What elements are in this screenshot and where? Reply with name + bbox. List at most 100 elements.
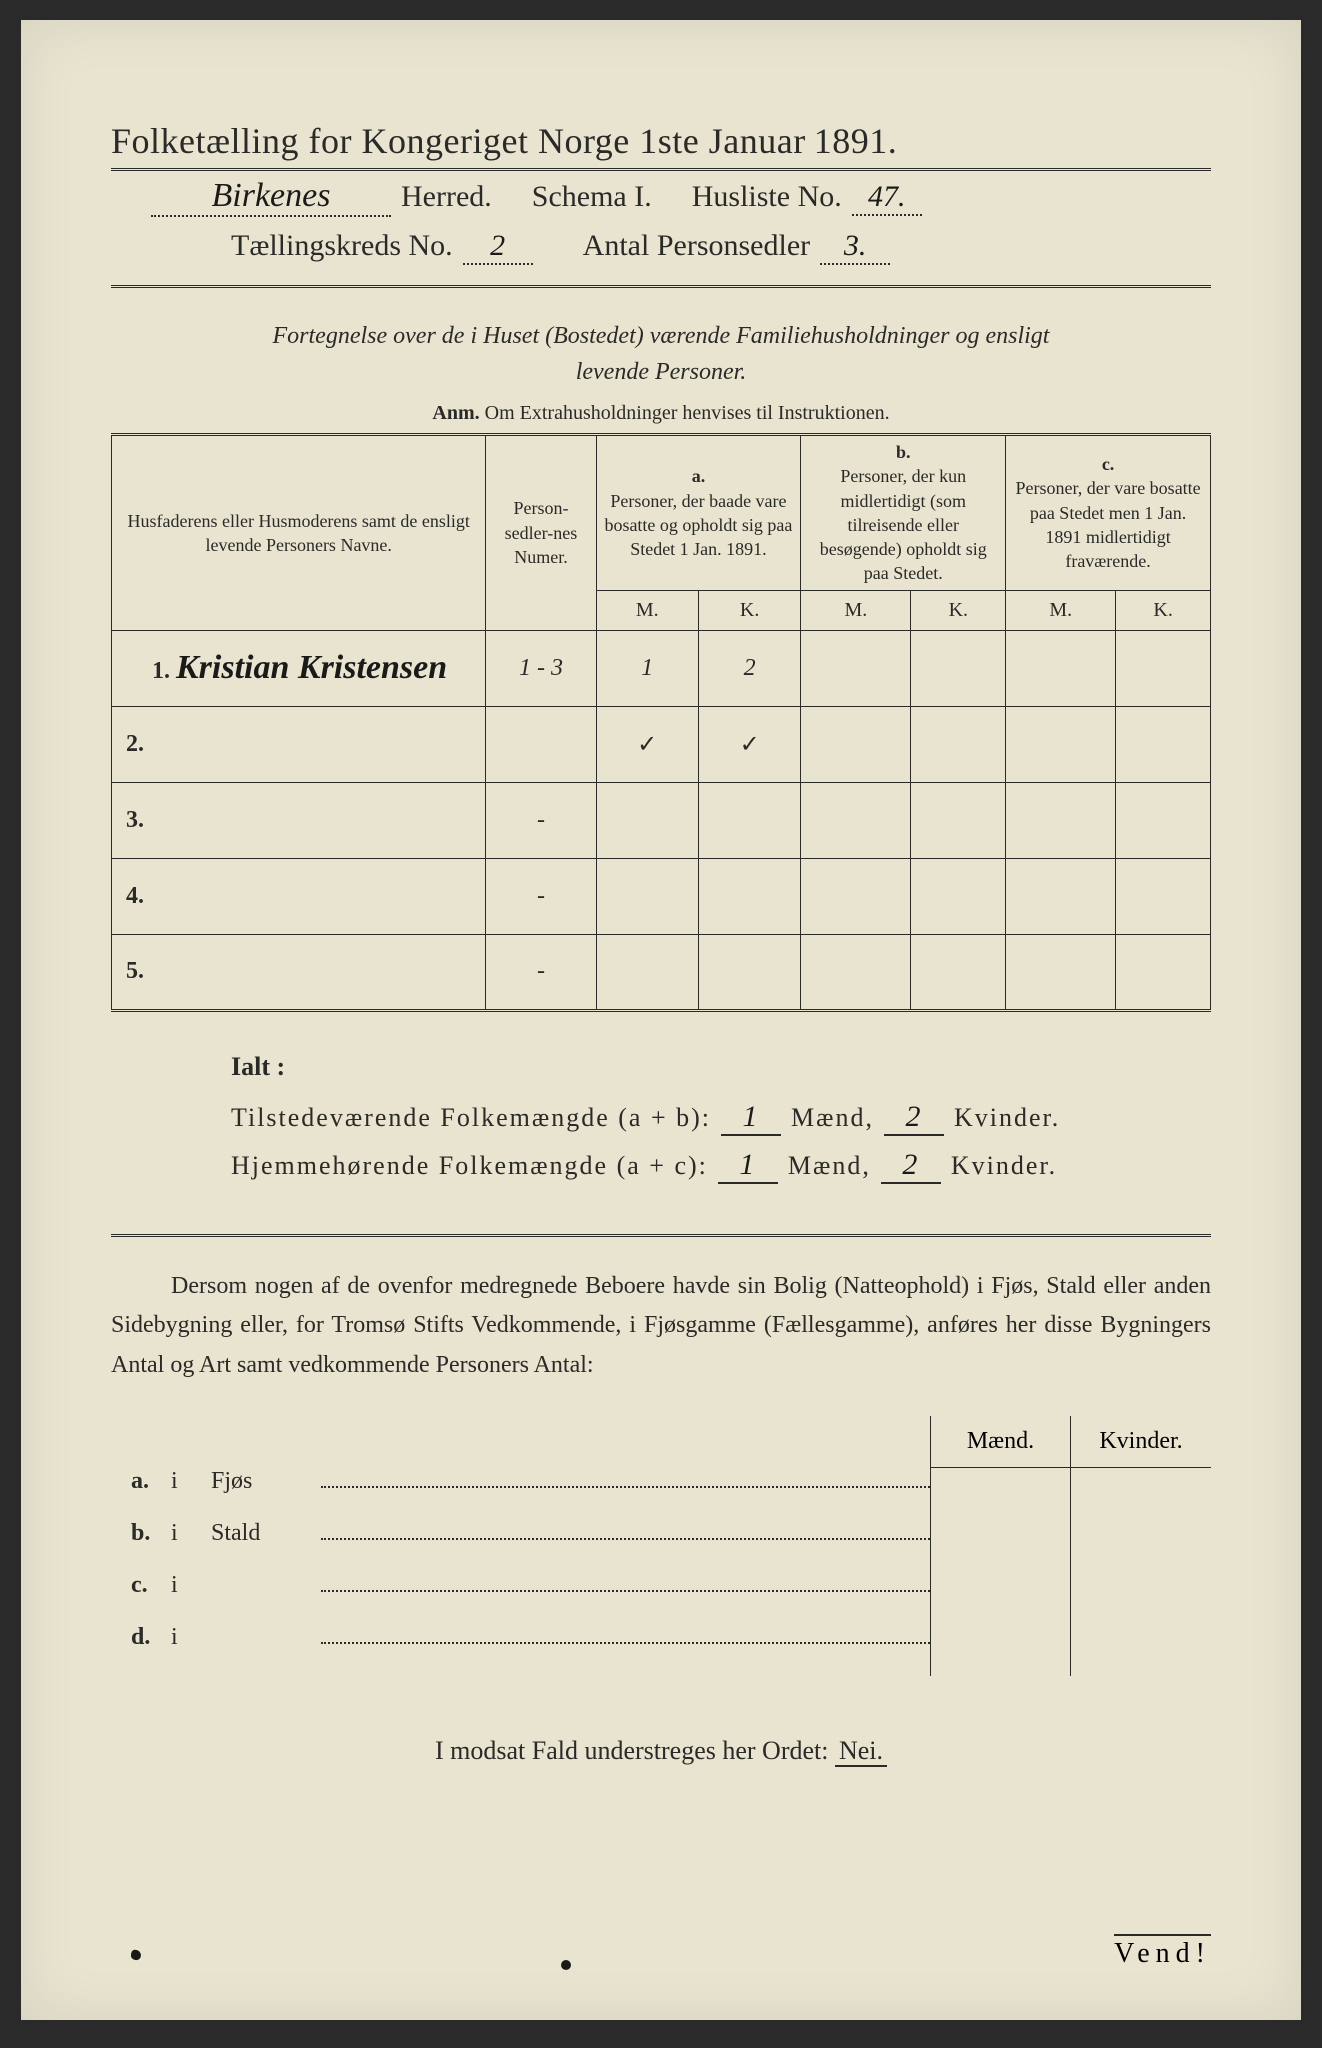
antal-label: Antal Personsedler <box>583 229 810 263</box>
paragraph: Dersom nogen af de ovenfor medregnede Be… <box>111 1267 1211 1386</box>
tot-row2-label: Hjemmehørende Folkemængde (a + c): <box>231 1151 708 1181</box>
cell-am <box>596 858 698 934</box>
col-b-text: Personer, der kun midlertidigt (som tilr… <box>807 464 999 585</box>
title-line-2: Birkenes Herred. Schema I. Husliste No. … <box>111 171 1211 223</box>
cell-ck <box>1116 934 1211 1010</box>
sub-table: a. i Fjøs b. i Stald c. i d. i <box>111 1416 1211 1676</box>
sub-col-kvinder: Kvinder. <box>1071 1416 1211 1676</box>
totals-block: Ialt : Tilstedeværende Folkemængde (a + … <box>111 1052 1211 1184</box>
cell-bk <box>911 858 1006 934</box>
col-a-k: K. <box>698 590 800 630</box>
sub-left: a. i Fjøs b. i Stald c. i d. i <box>111 1416 930 1676</box>
cell-cm <box>1006 630 1116 706</box>
col-c-text: Personer, der vare bosatte paa Stedet me… <box>1012 476 1204 573</box>
sub-lab: d. <box>111 1624 171 1651</box>
table-row: 3. - <box>112 782 1211 858</box>
col-b-label: b. <box>807 440 999 464</box>
sub-cell <box>931 1572 1070 1624</box>
table-row: 1. Kristian Kristensen 1 - 3 1 2 <box>112 630 1211 706</box>
sub-i: i <box>171 1520 211 1547</box>
cell-bk <box>911 934 1006 1010</box>
cell-cm <box>1006 934 1116 1010</box>
ialt-label: Ialt : <box>231 1052 1211 1082</box>
sub-row: c. i <box>111 1572 930 1624</box>
sub-row: a. i Fjøs <box>111 1468 930 1520</box>
cell-num: - <box>486 934 596 1010</box>
cell-bk <box>911 630 1006 706</box>
cell-bm <box>801 782 911 858</box>
kvinder-label: Kvinder. <box>954 1103 1060 1133</box>
cell-am <box>596 934 698 1010</box>
kreds-value: 2 <box>463 229 533 265</box>
col-b-m: M. <box>801 590 911 630</box>
title-line-1: Folketælling for Kongeriget Norge 1ste J… <box>111 120 1211 171</box>
census-form-page: Folketælling for Kongeriget Norge 1ste J… <box>21 20 1301 2020</box>
dots <box>321 1522 930 1540</box>
sub-cell <box>1071 1468 1211 1520</box>
schema-label: Schema I. <box>532 180 652 214</box>
title-year: 1891. <box>814 120 898 162</box>
cell-ck <box>1116 782 1211 858</box>
maend-label: Mænd, <box>788 1151 871 1181</box>
title-prefix: Folketælling for Kongeriget Norge 1ste J… <box>111 120 806 162</box>
sub-building: Fjøs <box>211 1468 321 1495</box>
sub-cell <box>1071 1572 1211 1624</box>
cell-ck <box>1116 630 1211 706</box>
col-c-m: M. <box>1006 590 1116 630</box>
cell-bm <box>801 706 911 782</box>
row-num: 3. <box>112 782 486 858</box>
herred-label: Herred. <box>401 180 492 214</box>
cell-num <box>486 706 596 782</box>
antal-value: 3. <box>820 229 890 265</box>
sub-right: Mænd. Kvinder. <box>930 1416 1211 1676</box>
dots <box>321 1574 930 1592</box>
ink-blot-icon <box>561 1960 571 1970</box>
row-name: 1. Kristian Kristensen <box>112 630 486 706</box>
col-header-num: Person-sedler-nes Numer. <box>486 435 596 631</box>
cell-am <box>596 782 698 858</box>
subtitle: Fortegnelse over de i Huset (Bostedet) v… <box>111 318 1211 390</box>
sub-header-spacer <box>111 1416 930 1468</box>
subtitle-line-2: levende Personer. <box>111 354 1211 390</box>
col-header-b: b. Personer, der kun midlertidigt (som t… <box>801 435 1006 591</box>
vend-label: Vend! <box>1114 1934 1211 1970</box>
totals-row-1: Tilstedeværende Folkemængde (a + b): 1 M… <box>231 1100 1211 1136</box>
sub-col-maend-header: Mænd. <box>931 1416 1070 1468</box>
table-row: 4. - <box>112 858 1211 934</box>
maend-label: Mænd, <box>791 1103 874 1133</box>
title-block: Folketælling for Kongeriget Norge 1ste J… <box>111 120 1211 271</box>
anm-label: Anm. <box>432 402 479 424</box>
cell-ak <box>698 934 800 1010</box>
cell-num: 1 - 3 <box>486 630 596 706</box>
husliste-value: 47. <box>852 180 922 216</box>
row-name-text: Kristian Kristensen <box>176 649 447 686</box>
table-row: 5. - <box>112 934 1211 1010</box>
sub-row: d. i <box>111 1624 930 1676</box>
col-a-m: M. <box>596 590 698 630</box>
cell-ck <box>1116 706 1211 782</box>
cell-bk <box>911 782 1006 858</box>
kvinder-label: Kvinder. <box>951 1151 1057 1181</box>
tot-r1-k: 2 <box>884 1100 944 1136</box>
col-c-k: K. <box>1116 590 1211 630</box>
row-num: 4. <box>112 858 486 934</box>
sub-i: i <box>171 1624 211 1651</box>
sub-cell <box>931 1520 1070 1572</box>
tot-r2-k: 2 <box>881 1148 941 1184</box>
sub-lab: c. <box>111 1572 171 1599</box>
title-line-3: Tællingskreds No. 2 Antal Personsedler 3… <box>111 223 1211 271</box>
col-header-name: Husfaderens eller Husmoderens samt de en… <box>112 435 486 631</box>
col-header-name-text: Husfaderens eller Husmoderens samt de en… <box>128 511 470 555</box>
dots <box>321 1626 930 1644</box>
col-header-a: a. Personer, der baade vare bosatte og o… <box>596 435 801 591</box>
sub-cell <box>1071 1520 1211 1572</box>
cell-ck <box>1116 858 1211 934</box>
anm-text: Om Extrahusholdninger henvises til Instr… <box>485 402 890 424</box>
cell-bm <box>801 858 911 934</box>
husliste-label: Husliste No. <box>692 180 842 214</box>
tot-r1-m: 1 <box>721 1100 781 1136</box>
anm-note: Anm. Om Extrahusholdninger henvises til … <box>111 402 1211 425</box>
subtitle-line-1: Fortegnelse over de i Huset (Bostedet) v… <box>111 318 1211 354</box>
main-table: Husfaderens eller Husmoderens samt de en… <box>111 433 1211 1012</box>
col-a-text: Personer, der baade vare bosatte og opho… <box>603 489 795 562</box>
